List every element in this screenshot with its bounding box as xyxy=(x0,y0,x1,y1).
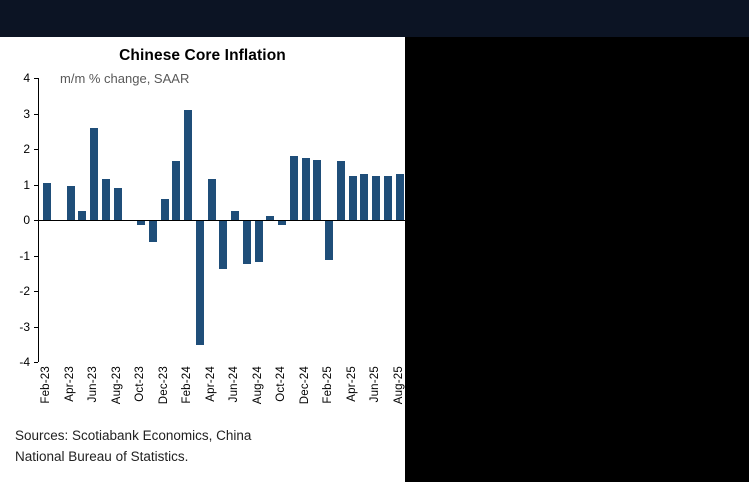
bar xyxy=(148,221,157,243)
y-axis-tick xyxy=(34,362,38,363)
x-axis-label: Feb-24 xyxy=(181,366,193,404)
right-black-panel xyxy=(405,37,749,482)
bar xyxy=(242,221,251,264)
bar xyxy=(231,211,239,220)
bar xyxy=(360,173,369,220)
bar xyxy=(254,221,263,262)
bar xyxy=(336,161,345,220)
x-axis-label: Apr-24 xyxy=(204,366,217,402)
bar xyxy=(101,179,110,220)
y-axis-tick xyxy=(34,78,38,79)
x-axis-label: Apr-25 xyxy=(345,366,358,402)
y-axis-label: -1 xyxy=(19,248,30,263)
bar xyxy=(43,182,51,220)
y-axis-tick xyxy=(34,255,38,257)
x-axis-label: Aug-25 xyxy=(392,366,405,405)
x-axis-label: Aug-24 xyxy=(251,366,264,405)
y-axis-label: -2 xyxy=(19,284,30,298)
bar xyxy=(278,221,286,225)
bar xyxy=(66,186,75,220)
bar xyxy=(383,175,392,220)
y-axis-tick xyxy=(34,113,38,115)
x-axis-label: Feb-25 xyxy=(322,366,334,404)
bar xyxy=(289,156,298,220)
bar xyxy=(160,198,169,220)
x-axis-label: Dec-24 xyxy=(298,366,311,405)
y-axis-tick xyxy=(34,326,38,328)
plot-area: 4 3 2 1 0 -1 -2 -3 -4 Feb-23 Apr-23 Jun-23 Aug-23 Oct… xyxy=(0,37,405,482)
source-line-1: Sources: Scotiabank Economics, China xyxy=(15,428,252,443)
y-axis-label: 2 xyxy=(23,142,30,156)
y-axis-tick xyxy=(34,220,38,221)
bar xyxy=(372,175,380,220)
chart-title: Chinese Core Inflation xyxy=(119,47,286,64)
bar xyxy=(348,175,357,220)
y-axis-label: 0 xyxy=(23,213,30,227)
y-axis-label: 3 xyxy=(23,106,30,121)
bar xyxy=(195,221,204,346)
bar xyxy=(325,221,333,261)
source-line-2: National Bureau of Statistics. xyxy=(15,448,189,464)
bar xyxy=(207,179,216,220)
bar xyxy=(137,221,145,225)
x-axis-label: Oct-23 xyxy=(134,366,146,402)
y-axis-label: 4 xyxy=(23,71,30,85)
y-axis-tick xyxy=(34,291,38,292)
x-axis-label: Jun-25 xyxy=(369,366,381,403)
y-axis-label: -4 xyxy=(19,355,30,369)
x-axis-label: Aug-23 xyxy=(110,366,123,405)
x-axis-label: Dec-23 xyxy=(157,366,170,405)
top-bar xyxy=(0,0,749,37)
x-axis-label: Jun-24 xyxy=(228,366,240,403)
zero-baseline xyxy=(38,220,405,221)
bar xyxy=(172,161,181,220)
bar xyxy=(184,109,192,220)
x-axis-label: Oct-24 xyxy=(275,366,287,402)
bar xyxy=(219,221,228,269)
bar xyxy=(395,173,404,220)
chart-panel: Chinese Core Inflation m/m % change, SAA… xyxy=(0,37,405,482)
x-axis-label: Jun-23 xyxy=(87,366,99,403)
bar xyxy=(313,159,322,220)
y-axis-tick xyxy=(34,149,38,150)
x-axis-label: Feb-23 xyxy=(40,366,52,404)
x-axis-label: Apr-23 xyxy=(63,366,76,402)
bar xyxy=(113,188,122,220)
y-axis-tick xyxy=(34,184,38,186)
y-axis-label: 1 xyxy=(23,177,30,192)
bar xyxy=(266,216,275,220)
y-axis-label: -3 xyxy=(19,319,30,334)
chart-subtitle: m/m % change, SAAR xyxy=(60,71,190,86)
bar xyxy=(90,127,98,220)
source-note: Sources: Scotiabank Economics, China Nat… xyxy=(15,426,251,468)
bar xyxy=(301,157,310,220)
bar xyxy=(78,211,87,220)
